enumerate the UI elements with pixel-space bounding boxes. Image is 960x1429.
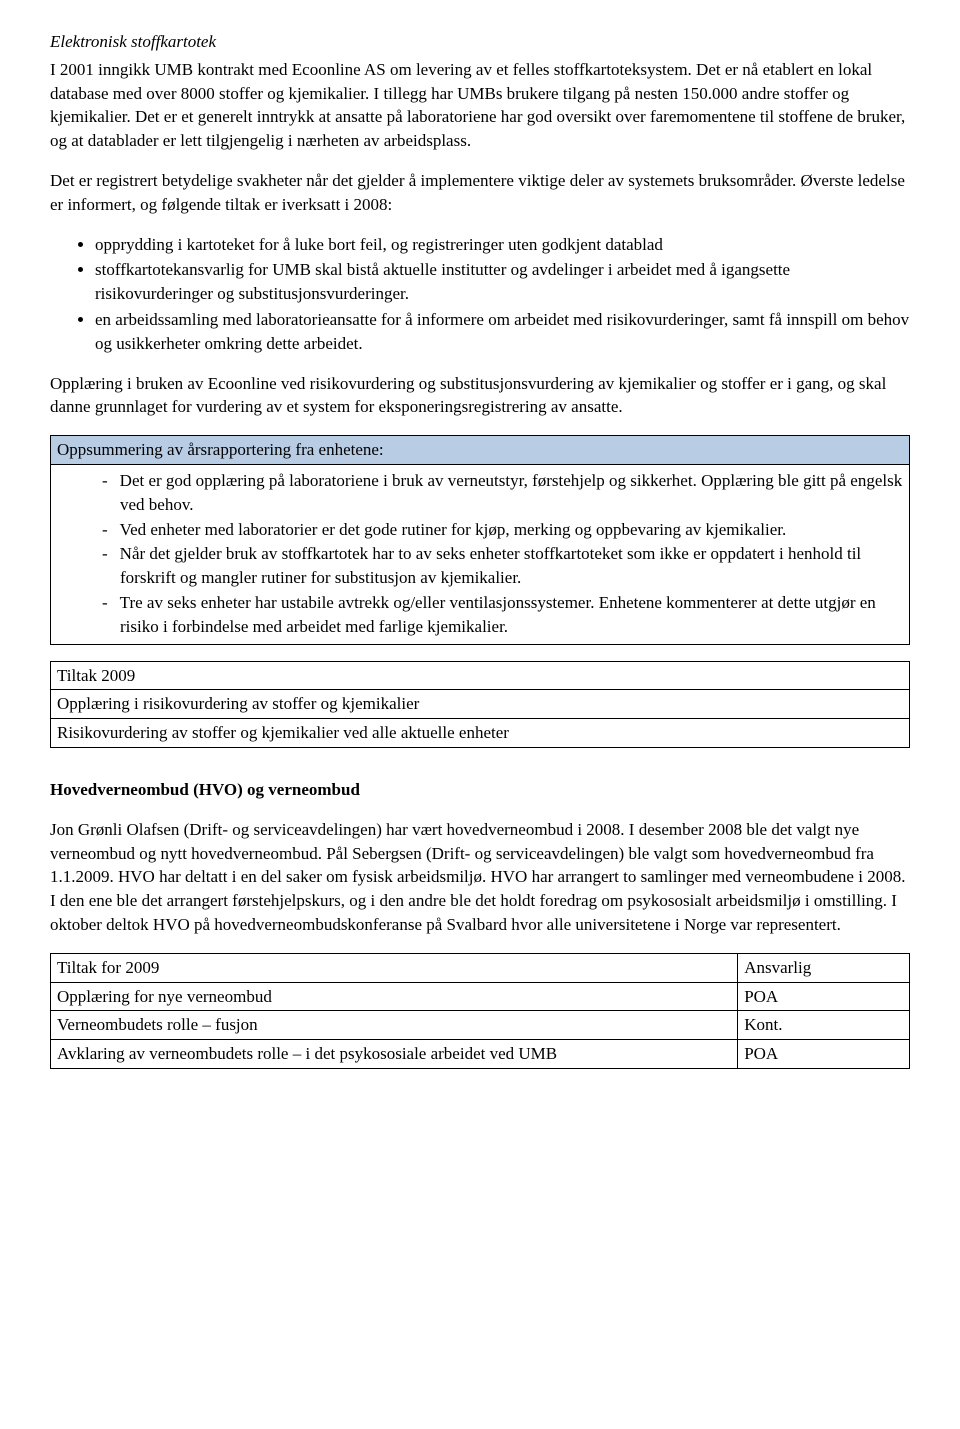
tiltak-cell: POA [738, 982, 910, 1011]
summary-table: Oppsummering av årsrapportering fra enhe… [50, 435, 910, 644]
tiltak-cell: Verneombudets rolle – fusjon [51, 1011, 738, 1040]
tiltak-cell: Opplæring for nye verneombud [51, 982, 738, 1011]
tiltak-cell: Opplæring i risikovurdering av stoffer o… [51, 690, 910, 719]
para-hvo: Jon Grønli Olafsen (Drift- og serviceavd… [50, 818, 910, 937]
heading-hvo: Hovedverneombud (HVO) og verneombud [50, 778, 910, 802]
para-intro-2: Det er registrert betydelige svakheter n… [50, 169, 910, 217]
para-intro-3: Opplæring i bruken av Ecoonline ved risi… [50, 372, 910, 420]
summary-item: Det er god opplæring på laboratoriene i … [102, 469, 903, 517]
bullet-item: opprydding i kartoteket for å luke bort … [95, 233, 910, 257]
bullet-list-tiltak: opprydding i kartoteket for å luke bort … [50, 233, 910, 356]
para-intro-1: I 2001 inngikk UMB kontrakt med Ecoonlin… [50, 58, 910, 153]
tiltak-table-2009b: Tiltak for 2009 Ansvarlig Opplæring for … [50, 953, 910, 1069]
summary-list: Det er god opplæring på laboratoriene i … [57, 469, 903, 639]
summary-item: Ved enheter med laboratorier er det gode… [102, 518, 903, 542]
bullet-item: stoffkartotekansvarlig for UMB skal bist… [95, 258, 910, 306]
tiltak-header-left: Tiltak for 2009 [51, 953, 738, 982]
summary-body: Det er god opplæring på laboratoriene i … [51, 464, 910, 644]
tiltak-cell: Avklaring av verneombudets rolle – i det… [51, 1040, 738, 1069]
tiltak-cell: POA [738, 1040, 910, 1069]
summary-item: Tre av seks enheter har ustabile avtrekk… [102, 591, 903, 639]
tiltak-header-right: Ansvarlig [738, 953, 910, 982]
tiltak-cell: Kont. [738, 1011, 910, 1040]
section-title-stoffkartotek: Elektronisk stoffkartotek [50, 30, 910, 54]
summary-item: Når det gjelder bruk av stoffkartotek ha… [102, 542, 903, 590]
tiltak-cell: Tiltak 2009 [51, 661, 910, 690]
tiltak-table-2009a: Tiltak 2009 Opplæring i risikovurdering … [50, 661, 910, 748]
tiltak-cell: Risikovurdering av stoffer og kjemikalie… [51, 719, 910, 748]
summary-header: Oppsummering av årsrapportering fra enhe… [51, 436, 910, 465]
bullet-item: en arbeidssamling med laboratorieansatte… [95, 308, 910, 356]
